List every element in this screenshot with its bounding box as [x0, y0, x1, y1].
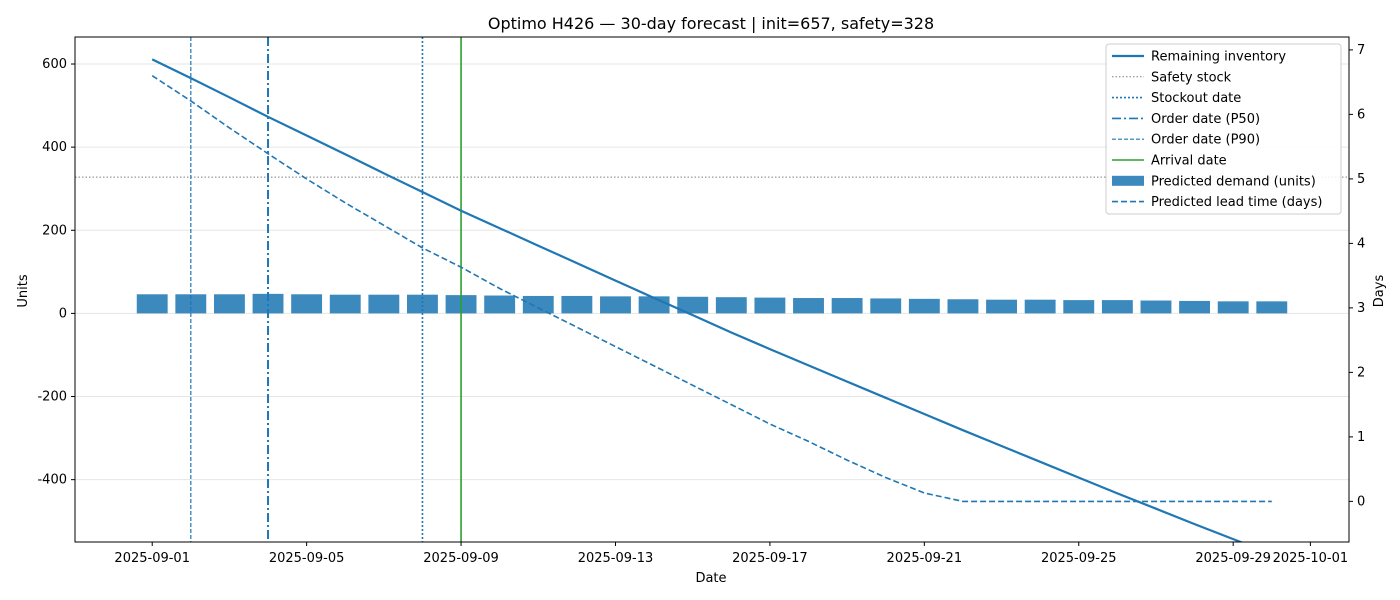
- demand-bar: [1217, 301, 1249, 314]
- y2-tick-label: 3: [1357, 301, 1365, 316]
- y-tick-label: 400: [42, 140, 67, 155]
- demand-bar: [407, 294, 438, 314]
- x-tick-label: 2025-09-25: [1041, 551, 1117, 566]
- x-tick-label: 2025-09-01: [114, 551, 190, 566]
- x-tick-label: 2025-09-17: [732, 551, 808, 566]
- demand-bar: [1140, 300, 1172, 314]
- demand-bar: [252, 293, 284, 314]
- legend-label: Arrival date: [1151, 154, 1227, 169]
- y2-tick-label: 5: [1357, 172, 1365, 187]
- demand-bar: [561, 295, 593, 314]
- demand-bar: [368, 294, 400, 314]
- legend-swatch: [1112, 175, 1144, 186]
- legend-label: Predicted demand (units): [1151, 174, 1316, 189]
- demand-bar: [677, 296, 709, 314]
- legend-label: Safety stock: [1151, 70, 1232, 85]
- demand-bar: [947, 299, 979, 314]
- plot-frame: [74, 36, 1350, 543]
- demand-bar: [793, 298, 824, 314]
- demand-bar: [1179, 300, 1211, 314]
- y2-tick-label: 0: [1357, 494, 1365, 509]
- demand-bar: [986, 299, 1017, 314]
- y-axis-label: Units: [16, 274, 31, 307]
- x-tick-label: 2025-09-29: [1195, 551, 1271, 566]
- legend-label: Stockout date: [1151, 91, 1241, 106]
- x-tick-label: 2025-09-09: [423, 551, 499, 566]
- demand-bar: [291, 294, 323, 314]
- demand-bar: [870, 298, 902, 314]
- demand-bar: [329, 294, 361, 314]
- legend-label: Remaining inventory: [1151, 50, 1286, 65]
- y2-axis-label: Days: [1372, 275, 1387, 308]
- legend-label: Order date (P90): [1151, 133, 1260, 148]
- plot-layer: 600 400 200 0 -200 -400 7 6 5 4 3 2 1 0 2025-09-01 2025…: [37, 36, 1365, 566]
- demand-bar: [522, 295, 554, 314]
- legend-label: Predicted lead time (days): [1151, 195, 1322, 210]
- y2-tick-label: 2: [1357, 365, 1365, 380]
- demand-bar: [213, 294, 245, 314]
- demand-bar: [600, 296, 631, 314]
- y-tick-label: -200: [37, 390, 67, 405]
- legend-box: [1105, 43, 1342, 215]
- demand-bar: [754, 297, 786, 314]
- x-tick-label: 2025-10-01: [1273, 551, 1349, 566]
- chart-title: Optimo H426 — 30-day forecast | init=657…: [488, 14, 934, 33]
- demand-bar: [484, 295, 516, 314]
- y-tick-label: -400: [37, 473, 67, 488]
- y2-tick-label: 7: [1357, 43, 1365, 58]
- y2-tick-label: 4: [1357, 236, 1365, 251]
- legend-label: Order date (P50): [1151, 112, 1260, 127]
- y2-tick-label: 1: [1357, 430, 1365, 445]
- lead-time-line: [151, 75, 1272, 503]
- x-tick-label: 2025-09-13: [578, 551, 654, 566]
- y-tick-label: 0: [59, 306, 67, 321]
- demand-bar: [1063, 300, 1095, 314]
- x-tick-label: 2025-09-21: [887, 551, 963, 566]
- demand-bar: [831, 298, 863, 314]
- legend: Remaining inventory Safety stock Stockout …: [1105, 43, 1342, 215]
- demand-bar: [908, 298, 940, 314]
- y2-tick-label: 6: [1357, 107, 1365, 122]
- demand-bar: [1256, 301, 1288, 314]
- demand-bar: [1101, 300, 1133, 314]
- demand-bar: [1024, 299, 1056, 314]
- x-tick-label: 2025-09-05: [269, 551, 345, 566]
- x-axis-label: Date: [695, 571, 726, 586]
- y-tick-label: 600: [42, 57, 67, 72]
- remaining-inventory-line: [151, 58, 1244, 542]
- y-tick-label: 200: [42, 223, 67, 238]
- demand-bar: [136, 294, 168, 314]
- demand-bar: [715, 297, 747, 314]
